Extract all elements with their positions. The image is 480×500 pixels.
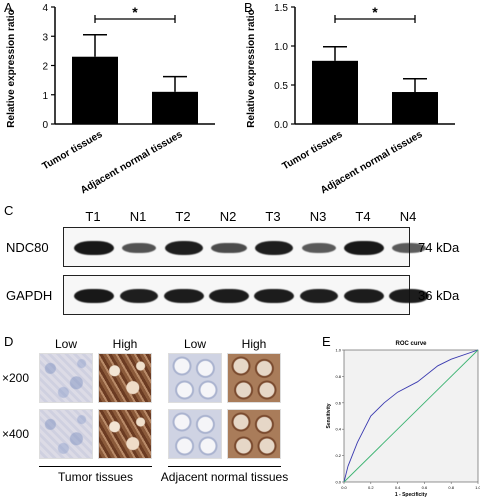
protein-label-gapdh: GAPDH: [6, 288, 53, 303]
b-y-tick-label: 0.5: [274, 81, 288, 92]
size-label-ndc80: 74 kDa: [418, 240, 460, 255]
lane-label-t4: T4: [355, 209, 371, 224]
a-bar-2: [152, 91, 198, 124]
roc-chart: ROC curve 0.0 0.2 0.4 0.6 0.8 1.0 0.0 0.2 0.4 0.6 0…: [326, 341, 480, 498]
ihc-magnification-label-1: ×200: [2, 371, 30, 385]
lane-label-t2: T2: [175, 209, 191, 224]
ihc-image-2-2: [98, 409, 152, 459]
roc-x-tick-label: 0.6: [422, 485, 428, 490]
a-y-tick-label: 0: [42, 120, 48, 131]
roc-x-tick-label: 1.0: [475, 485, 480, 490]
ihc-image-1-4: [227, 353, 281, 403]
panel-label-d: D: [4, 334, 14, 349]
roc-x-tick-label: 0.0: [341, 485, 347, 490]
size-label-gapdh: 36 kDa: [418, 288, 460, 303]
a-y-tick-label: 4: [42, 3, 48, 14]
b-bar-2: [392, 92, 438, 124]
band-ndc80-n4: [392, 243, 426, 253]
blot-strip-gapdh: [63, 275, 429, 315]
b-y-axis-label: Relative expression ratio: [246, 9, 257, 127]
protein-label-ndc80: NDC80: [6, 240, 49, 255]
ihc-image-grid: Low High Low High ×200 ×400 Tumor tissues Adjac…: [0, 335, 320, 500]
b-y-tick-label: 1.5: [274, 3, 288, 14]
lane-label-n1: N1: [129, 209, 147, 224]
a-sig-star: *: [132, 4, 138, 20]
panel-label-c: C: [4, 203, 14, 218]
roc-y-tick-label: 0.6: [335, 400, 341, 405]
band-ndc80-n2: [211, 242, 247, 254]
bar-chart-a: 0 1 2 3 4 Relative expression ratio Tumor tiss…: [6, 3, 215, 196]
b-bar-1: [312, 60, 358, 124]
roc-y-tick-label: 0.4: [335, 427, 341, 432]
b-y-tick-label: 0.0: [274, 120, 288, 131]
roc-y-tick-label: 0.2: [335, 453, 341, 458]
band-gapdh-n2: [209, 289, 249, 303]
ihc-group-bracket-2: [168, 466, 281, 467]
ihc-image-1-3: [168, 353, 222, 403]
band-ndc80-n3: [302, 243, 336, 253]
a-y-tick-label: 3: [42, 32, 48, 43]
roc-reference-line: [343, 349, 479, 483]
a-bar-1: [72, 56, 118, 124]
band-gapdh-n4: [389, 289, 429, 303]
bar-chart-b: 0.0 0.5 1.0 1.5 Relative expression ratio Tum…: [246, 3, 455, 196]
roc-x-tick-label: 0.2: [368, 485, 374, 490]
band-gapdh-t2: [164, 289, 204, 303]
lane-label-t3: T3: [265, 209, 281, 224]
band-gapdh-t3: [254, 289, 294, 303]
a-category-label-1: Tumor tissues: [40, 129, 104, 173]
roc-y-tick-label: 0.8: [335, 374, 341, 379]
band-ndc80-t1: [74, 241, 114, 255]
lane-label-t1: T1: [85, 209, 101, 224]
band-gapdh-n3: [299, 289, 339, 303]
roc-x-axis-label: 1 - Specificity: [395, 492, 427, 498]
band-gapdh-t1: [74, 289, 114, 303]
lane-label-n4: N4: [399, 209, 417, 224]
ihc-image-2-3: [168, 409, 222, 459]
ihc-group-label-2: Adjacent normal tissues: [160, 470, 289, 484]
b-y-tick-label: 1.0: [274, 42, 288, 53]
ihc-magnification-label-2: ×400: [2, 427, 30, 441]
ihc-column-label-3: Low: [183, 337, 206, 351]
ihc-image-1-2: [98, 353, 152, 403]
roc-title: ROC curve: [395, 341, 427, 347]
roc-y-tick-label: 0.0: [335, 480, 341, 485]
ihc-image-1-1: [39, 353, 93, 403]
ihc-image-2-4: [227, 409, 281, 459]
band-ndc80-t4: [344, 241, 384, 255]
roc-x-tick-label: 0.4: [395, 485, 401, 490]
western-blot: T1 N1 T2 N2 T3 N3 T4 N4 NDC80 74 kDa GAPDH 36 kDa: [0, 205, 480, 330]
roc-curve-line: [343, 349, 479, 483]
roc-y-axis-label: Sensitivity: [326, 403, 332, 428]
b-sig-star: *: [372, 4, 378, 20]
lane-label-n2: N2: [219, 209, 237, 224]
ihc-group-label-1: Tumor tissues: [58, 470, 133, 484]
panel-label-b: B: [244, 0, 253, 15]
ihc-column-label-4: High: [241, 337, 267, 351]
b-category-label-1: Tumor tissues: [280, 129, 344, 173]
ihc-group-bracket-1: [39, 466, 152, 467]
band-gapdh-n1: [119, 289, 159, 303]
lane-label-n3: N3: [309, 209, 327, 224]
band-ndc80-n1: [121, 243, 157, 253]
a-y-tick-label: 2: [42, 62, 48, 73]
a-y-axis-label: Relative expression ratio: [6, 9, 17, 127]
roc-y-tick-label: 1.0: [335, 348, 341, 353]
band-ndc80-t2: [164, 241, 204, 255]
band-gapdh-t4: [344, 289, 384, 303]
roc-x-tick-label: 0.8: [448, 485, 454, 490]
panel-label-a: A: [4, 0, 13, 15]
ihc-column-label-2: High: [112, 337, 138, 351]
band-ndc80-t3: [254, 241, 294, 255]
ihc-column-label-1: Low: [54, 337, 77, 351]
ihc-image-2-1: [39, 409, 93, 459]
panel-label-e: E: [322, 334, 331, 349]
blot-strip-ndc80: [63, 227, 426, 267]
a-y-tick-label: 1: [42, 91, 48, 102]
